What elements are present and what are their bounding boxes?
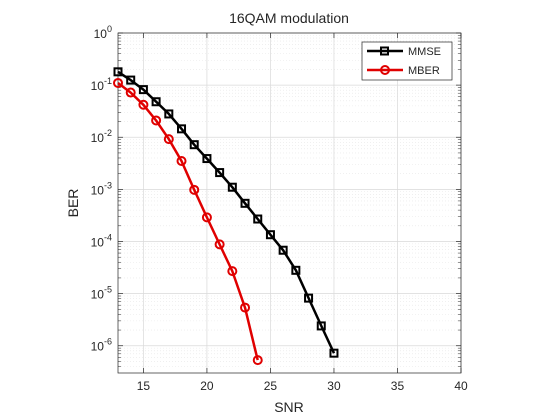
data-point-mber: [125, 87, 136, 98]
data-point-mmse: [113, 67, 123, 77]
x-tick-label: 25: [264, 379, 278, 393]
data-point-mmse: [177, 124, 187, 134]
data-point-mmse: [189, 140, 199, 150]
data-point-mber: [189, 184, 200, 195]
data-series: [113, 67, 339, 366]
grid-lines: [118, 32, 462, 373]
y-axis-label: BER: [65, 189, 81, 218]
legend-label-mber: MBER: [408, 65, 440, 77]
data-point-mmse: [278, 245, 288, 255]
y-tick-label: 10-6: [91, 337, 112, 354]
x-axis-label: SNR: [274, 399, 304, 415]
data-point-mmse: [164, 109, 174, 119]
data-point-mmse: [151, 97, 161, 107]
data-point-mmse: [265, 230, 275, 240]
data-point-mmse: [253, 214, 263, 224]
data-point-mmse: [215, 168, 225, 178]
data-point-mmse: [329, 348, 339, 358]
chart-title: 16QAM modulation: [229, 10, 349, 26]
data-point-mber: [227, 266, 238, 277]
data-point-mmse: [240, 198, 250, 208]
data-point-mber: [240, 302, 251, 313]
y-tick-label: 10-2: [91, 128, 112, 145]
data-point-mmse: [138, 85, 148, 95]
data-point-mmse: [126, 75, 136, 85]
axis-ticks: 100 10-1 10-2 10-3 10-4 10-5 10-6 15 20 25 30 35 40: [91, 24, 468, 393]
data-point-mmse: [227, 182, 237, 192]
x-tick-label: 35: [391, 379, 405, 393]
data-point-mmse: [304, 293, 314, 303]
data-point-mmse: [316, 321, 326, 331]
y-tick-label: 100: [94, 24, 112, 41]
x-tick-label: 20: [200, 379, 214, 393]
legend-label-mmse: MMSE: [408, 46, 441, 58]
data-point-mber: [113, 77, 123, 88]
y-tick-label: 10-5: [91, 285, 112, 302]
y-tick-label: 10-1: [91, 76, 112, 93]
legend-marker-mmse: [380, 46, 389, 56]
data-point-mber: [201, 212, 212, 223]
legend: MMSE MBER: [361, 41, 453, 81]
y-tick-label: 10-4: [91, 232, 112, 249]
x-tick-label: 40: [454, 379, 468, 393]
plot-area: [117, 32, 462, 374]
x-tick-label: 15: [137, 379, 151, 393]
y-tick-label: 10-3: [91, 180, 112, 197]
data-point-mber: [214, 239, 225, 250]
series-line-mber: [117, 82, 259, 361]
x-tick-label: 30: [327, 379, 341, 393]
legend-box: [361, 41, 453, 81]
data-point-mber: [252, 355, 263, 366]
data-point-mber: [176, 156, 187, 167]
data-point-mber: [151, 115, 162, 126]
legend-marker-mber: [380, 65, 390, 75]
data-point-mber: [138, 99, 149, 110]
series-line-mmse: [117, 70, 336, 354]
data-point-mmse: [291, 265, 301, 275]
data-point-mmse: [202, 154, 212, 164]
data-point-mber: [163, 134, 174, 145]
